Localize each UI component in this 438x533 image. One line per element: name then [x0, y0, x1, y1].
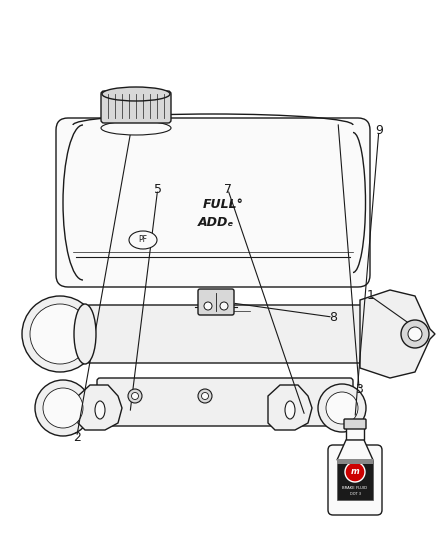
- Ellipse shape: [74, 304, 96, 364]
- Circle shape: [131, 392, 138, 400]
- Circle shape: [22, 296, 98, 372]
- FancyBboxPatch shape: [101, 91, 171, 123]
- Circle shape: [128, 389, 142, 403]
- Circle shape: [401, 320, 429, 348]
- Text: m: m: [351, 467, 359, 477]
- Ellipse shape: [129, 231, 157, 249]
- Text: PF: PF: [138, 236, 148, 245]
- FancyBboxPatch shape: [97, 378, 353, 426]
- Text: 8: 8: [329, 311, 337, 324]
- Text: 5: 5: [154, 183, 162, 196]
- Bar: [337, 459, 373, 464]
- Text: BRAKE FLUID: BRAKE FLUID: [343, 486, 367, 490]
- Polygon shape: [268, 385, 312, 430]
- Circle shape: [35, 380, 91, 436]
- Circle shape: [220, 302, 228, 310]
- Ellipse shape: [101, 121, 171, 135]
- Text: DOT 3: DOT 3: [350, 492, 360, 496]
- Text: FULL°: FULL°: [202, 198, 244, 212]
- Circle shape: [204, 302, 212, 310]
- Circle shape: [198, 389, 212, 403]
- FancyBboxPatch shape: [328, 445, 382, 515]
- FancyBboxPatch shape: [56, 118, 370, 287]
- Bar: [346, 426, 364, 440]
- Polygon shape: [78, 385, 122, 430]
- FancyBboxPatch shape: [87, 305, 363, 363]
- Circle shape: [326, 392, 358, 424]
- Text: 2: 2: [73, 431, 81, 443]
- Circle shape: [30, 304, 90, 364]
- Circle shape: [345, 462, 365, 482]
- Text: 1: 1: [366, 289, 374, 302]
- Text: 3: 3: [355, 383, 363, 395]
- Text: 7: 7: [224, 183, 232, 196]
- Bar: [337, 460, 373, 500]
- Ellipse shape: [95, 401, 105, 419]
- Circle shape: [201, 392, 208, 400]
- Text: ADDₑ: ADDₑ: [198, 216, 234, 230]
- Ellipse shape: [285, 401, 295, 419]
- Text: 9: 9: [375, 124, 383, 137]
- Circle shape: [43, 388, 83, 428]
- FancyBboxPatch shape: [344, 419, 366, 429]
- Polygon shape: [360, 290, 435, 378]
- Polygon shape: [337, 440, 373, 460]
- FancyBboxPatch shape: [198, 289, 234, 315]
- Circle shape: [408, 327, 422, 341]
- Ellipse shape: [102, 87, 170, 101]
- Circle shape: [318, 384, 366, 432]
